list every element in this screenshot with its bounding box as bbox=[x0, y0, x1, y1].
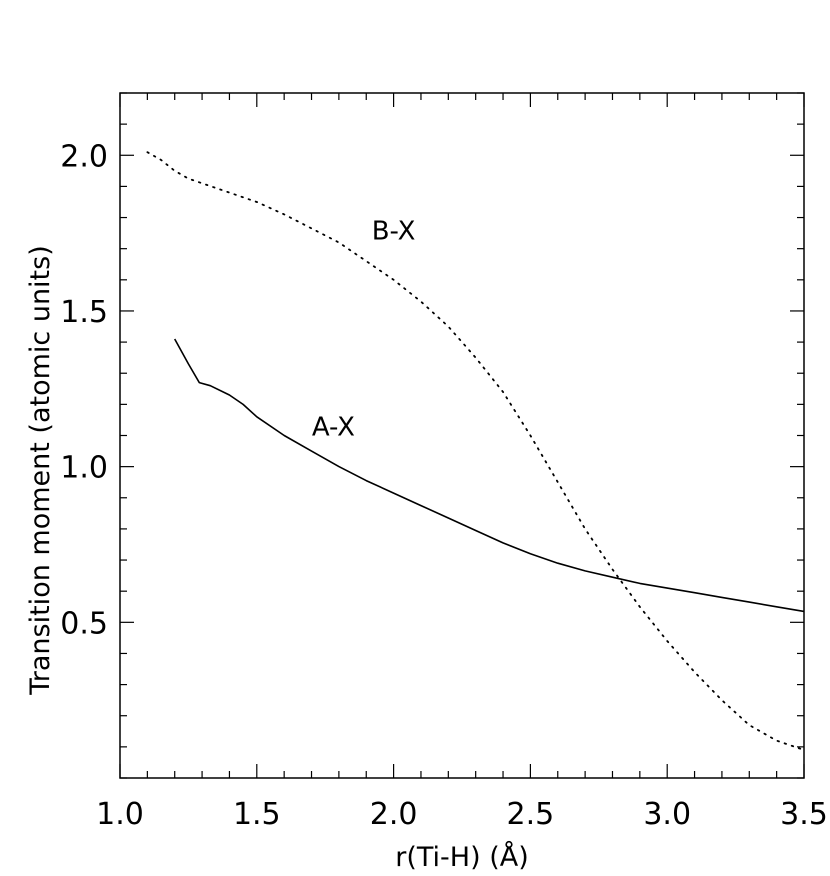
y-tick-label: 2.0 bbox=[60, 139, 108, 174]
axis-ticks bbox=[119, 92, 805, 779]
annotation-layer: B-X A-X bbox=[312, 216, 416, 442]
x-tick-label: 3.5 bbox=[780, 797, 828, 832]
x-tick-label: 2.0 bbox=[370, 797, 418, 832]
y-tick-label: 0.5 bbox=[60, 606, 108, 641]
series-line-a-x bbox=[173, 338, 805, 613]
x-axis-label: r(Ti-H) (Å) bbox=[395, 841, 529, 873]
y-tick-label: 1.0 bbox=[60, 451, 108, 486]
series-layer bbox=[146, 151, 805, 751]
x-tick-label: 1.5 bbox=[233, 797, 281, 832]
y-axis-label: Transition moment (atomic units) bbox=[25, 245, 56, 696]
series-annotation-a-x: A-X bbox=[312, 413, 355, 443]
x-tick-label: 1.0 bbox=[96, 797, 144, 832]
y-tick-label: 1.5 bbox=[60, 295, 108, 330]
tick-labels: 1.0 1.5 2.0 2.5 3.0 3.5 0.5 1.0 1.5 2.0 bbox=[60, 139, 828, 832]
series-line-b-x bbox=[146, 151, 805, 751]
series-annotation-b-x: B-X bbox=[372, 216, 416, 246]
plot-frame bbox=[119, 92, 805, 779]
x-tick-label: 2.5 bbox=[507, 797, 555, 832]
x-tick-label: 3.0 bbox=[643, 797, 691, 832]
